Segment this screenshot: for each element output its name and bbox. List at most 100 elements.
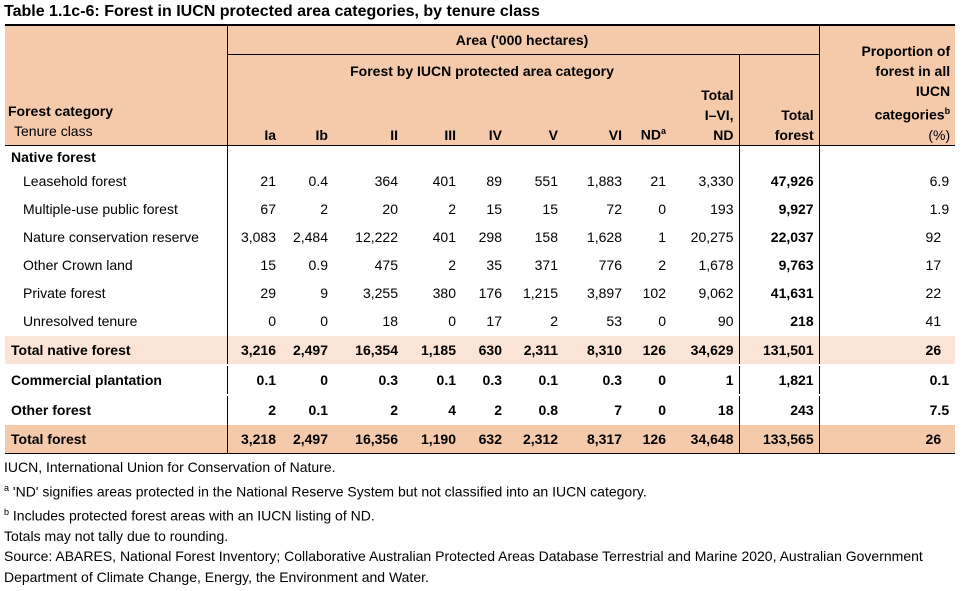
cell-iv: 176 — [478, 285, 502, 301]
cell-total-forest: 133,565 — [738, 424, 820, 454]
cell-total-forest: 131,501 — [738, 335, 820, 365]
table-row: Leasehold forest 21 0.4 364 401 89 551 1,883 21 3… — [5, 167, 956, 195]
cell-ib: 0.9 — [308, 257, 328, 273]
cell-iii: 1,185 — [403, 335, 461, 365]
cell-iv: 298 — [478, 229, 502, 245]
note-iucn: IUCN, International Union for Conservati… — [4, 459, 336, 475]
col-header-iv: IV — [461, 85, 507, 146]
row-label: Other Crown land — [23, 257, 133, 273]
table-row: Total native forest 3,216 2,497 16,354 1,185… — [5, 335, 956, 365]
table-row: Multiple-use public forest 67 2 20 2 15 15 72 0 1… — [5, 195, 956, 223]
cell-v: 551 — [534, 173, 558, 189]
cell-vi: 8,310 — [563, 335, 627, 365]
cell-iv: 17 — [486, 313, 502, 329]
cell-nd: 21 — [650, 173, 666, 189]
cell-total-iucn: 9,062 — [698, 285, 734, 301]
forest-category-header: Forest category Tenure class — [5, 25, 227, 146]
row-label: Multiple-use public forest — [23, 201, 178, 217]
cell-vi: 53 — [606, 313, 622, 329]
cell-iii: 0.1 — [403, 364, 461, 395]
cell-total-iucn: 20,275 — [690, 229, 734, 245]
row-label: Private forest — [23, 285, 106, 301]
table-row: Private forest 29 9 3,255 380 176 1,215 3,897 10… — [5, 279, 956, 307]
footnotes: IUCN, International Union for Conservati… — [4, 457, 959, 587]
cell-ii: 16,354 — [333, 335, 403, 365]
table-row: Unresolved tenure 0 0 18 0 17 2 53 0 90 218 41 — [5, 307, 956, 336]
cell-ii: 12,222 — [355, 229, 398, 245]
cell-vi: 8,317 — [563, 424, 627, 454]
cell-vi: 7 — [563, 394, 627, 425]
row-label: Nature conservation reserve — [23, 229, 199, 245]
cell-ii: 3,255 — [362, 285, 398, 301]
cell-total-forest: 218 — [738, 307, 820, 336]
cell-iii: 2 — [448, 257, 456, 273]
cell-total-iucn: 193 — [710, 201, 734, 217]
cell-ia: 2 — [226, 394, 281, 425]
cell-v: 15 — [542, 201, 558, 217]
cell-ia: 0.1 — [226, 364, 281, 395]
cell-total-forest: 9,763 — [738, 251, 820, 279]
forest-iucn-table: Forest category Tenure class Area ('000 h… — [5, 24, 956, 454]
cell-nd: 0 — [627, 364, 671, 395]
cell-ia: 3,083 — [226, 223, 281, 251]
cell-ii: 2 — [333, 394, 403, 425]
cell-v: 0.1 — [507, 364, 563, 395]
cell-ib: 0 — [320, 313, 328, 329]
table-row: Other forest 2 0.1 2 4 2 0.8 7 0 18 243 7.5 — [5, 394, 956, 425]
cell-iii: 401 — [432, 173, 456, 189]
cell-ia: 29 — [226, 279, 281, 307]
cell-total-forest: 41,631 — [738, 279, 820, 307]
cell-ib: 0 — [281, 364, 333, 395]
cell-proportion: 17 — [818, 251, 956, 279]
group-label: Native forest — [11, 148, 96, 165]
note-nd: a 'ND' signifies areas protected in the … — [4, 482, 647, 500]
row-label: Leasehold forest — [23, 173, 127, 189]
cell-ib: 0.4 — [308, 173, 328, 189]
row-label: Total native forest — [5, 335, 227, 365]
col-header-ib: Ib — [281, 85, 333, 146]
cell-iv: 0.3 — [461, 364, 507, 395]
row-label: Other forest — [5, 394, 227, 425]
cell-ia: 0 — [226, 307, 281, 336]
cell-vi: 776 — [598, 257, 622, 273]
col-header-ia: Ia — [226, 85, 281, 146]
cell-proportion: 26 — [818, 424, 956, 454]
cell-ib: 0.1 — [281, 394, 333, 425]
cell-total-iucn: 34,648 — [671, 424, 739, 454]
table-row: Commercial plantation 0.1 0 0.3 0.1 0.3 0.1 0.3… — [5, 364, 956, 395]
cell-vi: 72 — [606, 201, 622, 217]
cell-iii: 380 — [432, 285, 456, 301]
row-label: Total forest — [5, 424, 227, 454]
cell-v: 1,215 — [522, 285, 558, 301]
cell-ii: 18 — [382, 313, 398, 329]
col-header-ii: II — [333, 85, 403, 146]
cell-proportion: 92 — [818, 223, 956, 251]
cell-ib: 9 — [320, 285, 328, 301]
cell-total-forest: 22,037 — [738, 223, 820, 251]
cell-nd: 0 — [627, 394, 671, 425]
cell-ii: 0.3 — [333, 364, 403, 395]
cell-total-forest: 47,926 — [738, 167, 820, 195]
total-iucn-header: Total I–VI, ND — [671, 85, 739, 146]
cell-v: 0.8 — [507, 394, 563, 425]
cell-proportion: 7.5 — [818, 394, 956, 425]
cell-nd: 2 — [658, 257, 666, 273]
cell-total-iucn: 34,629 — [671, 335, 739, 365]
cell-nd: 126 — [627, 335, 671, 365]
cell-vi: 1,883 — [586, 173, 622, 189]
table-row: Nature conservation reserve 3,083 2,484 12,… — [5, 223, 956, 251]
cell-v: 2 — [550, 313, 558, 329]
note-rounding: Totals may not tally due to rounding. — [4, 527, 229, 544]
cell-ib: 2,497 — [281, 335, 333, 365]
proportion-header: Proportion of forest in all IUCN categories… — [818, 25, 956, 146]
cell-ia: 67 — [226, 195, 281, 223]
row-label: Commercial plantation — [5, 364, 227, 395]
cell-iv: 632 — [461, 424, 507, 454]
col-header-nd: NDa — [627, 85, 671, 146]
table-row: Total forest 3,218 2,497 16,356 1,190 632 2,31… — [5, 424, 956, 454]
cell-iv: 630 — [461, 335, 507, 365]
cell-ib: 2 — [320, 201, 328, 217]
cell-ia: 3,218 — [226, 424, 281, 454]
cell-ii: 364 — [374, 173, 398, 189]
